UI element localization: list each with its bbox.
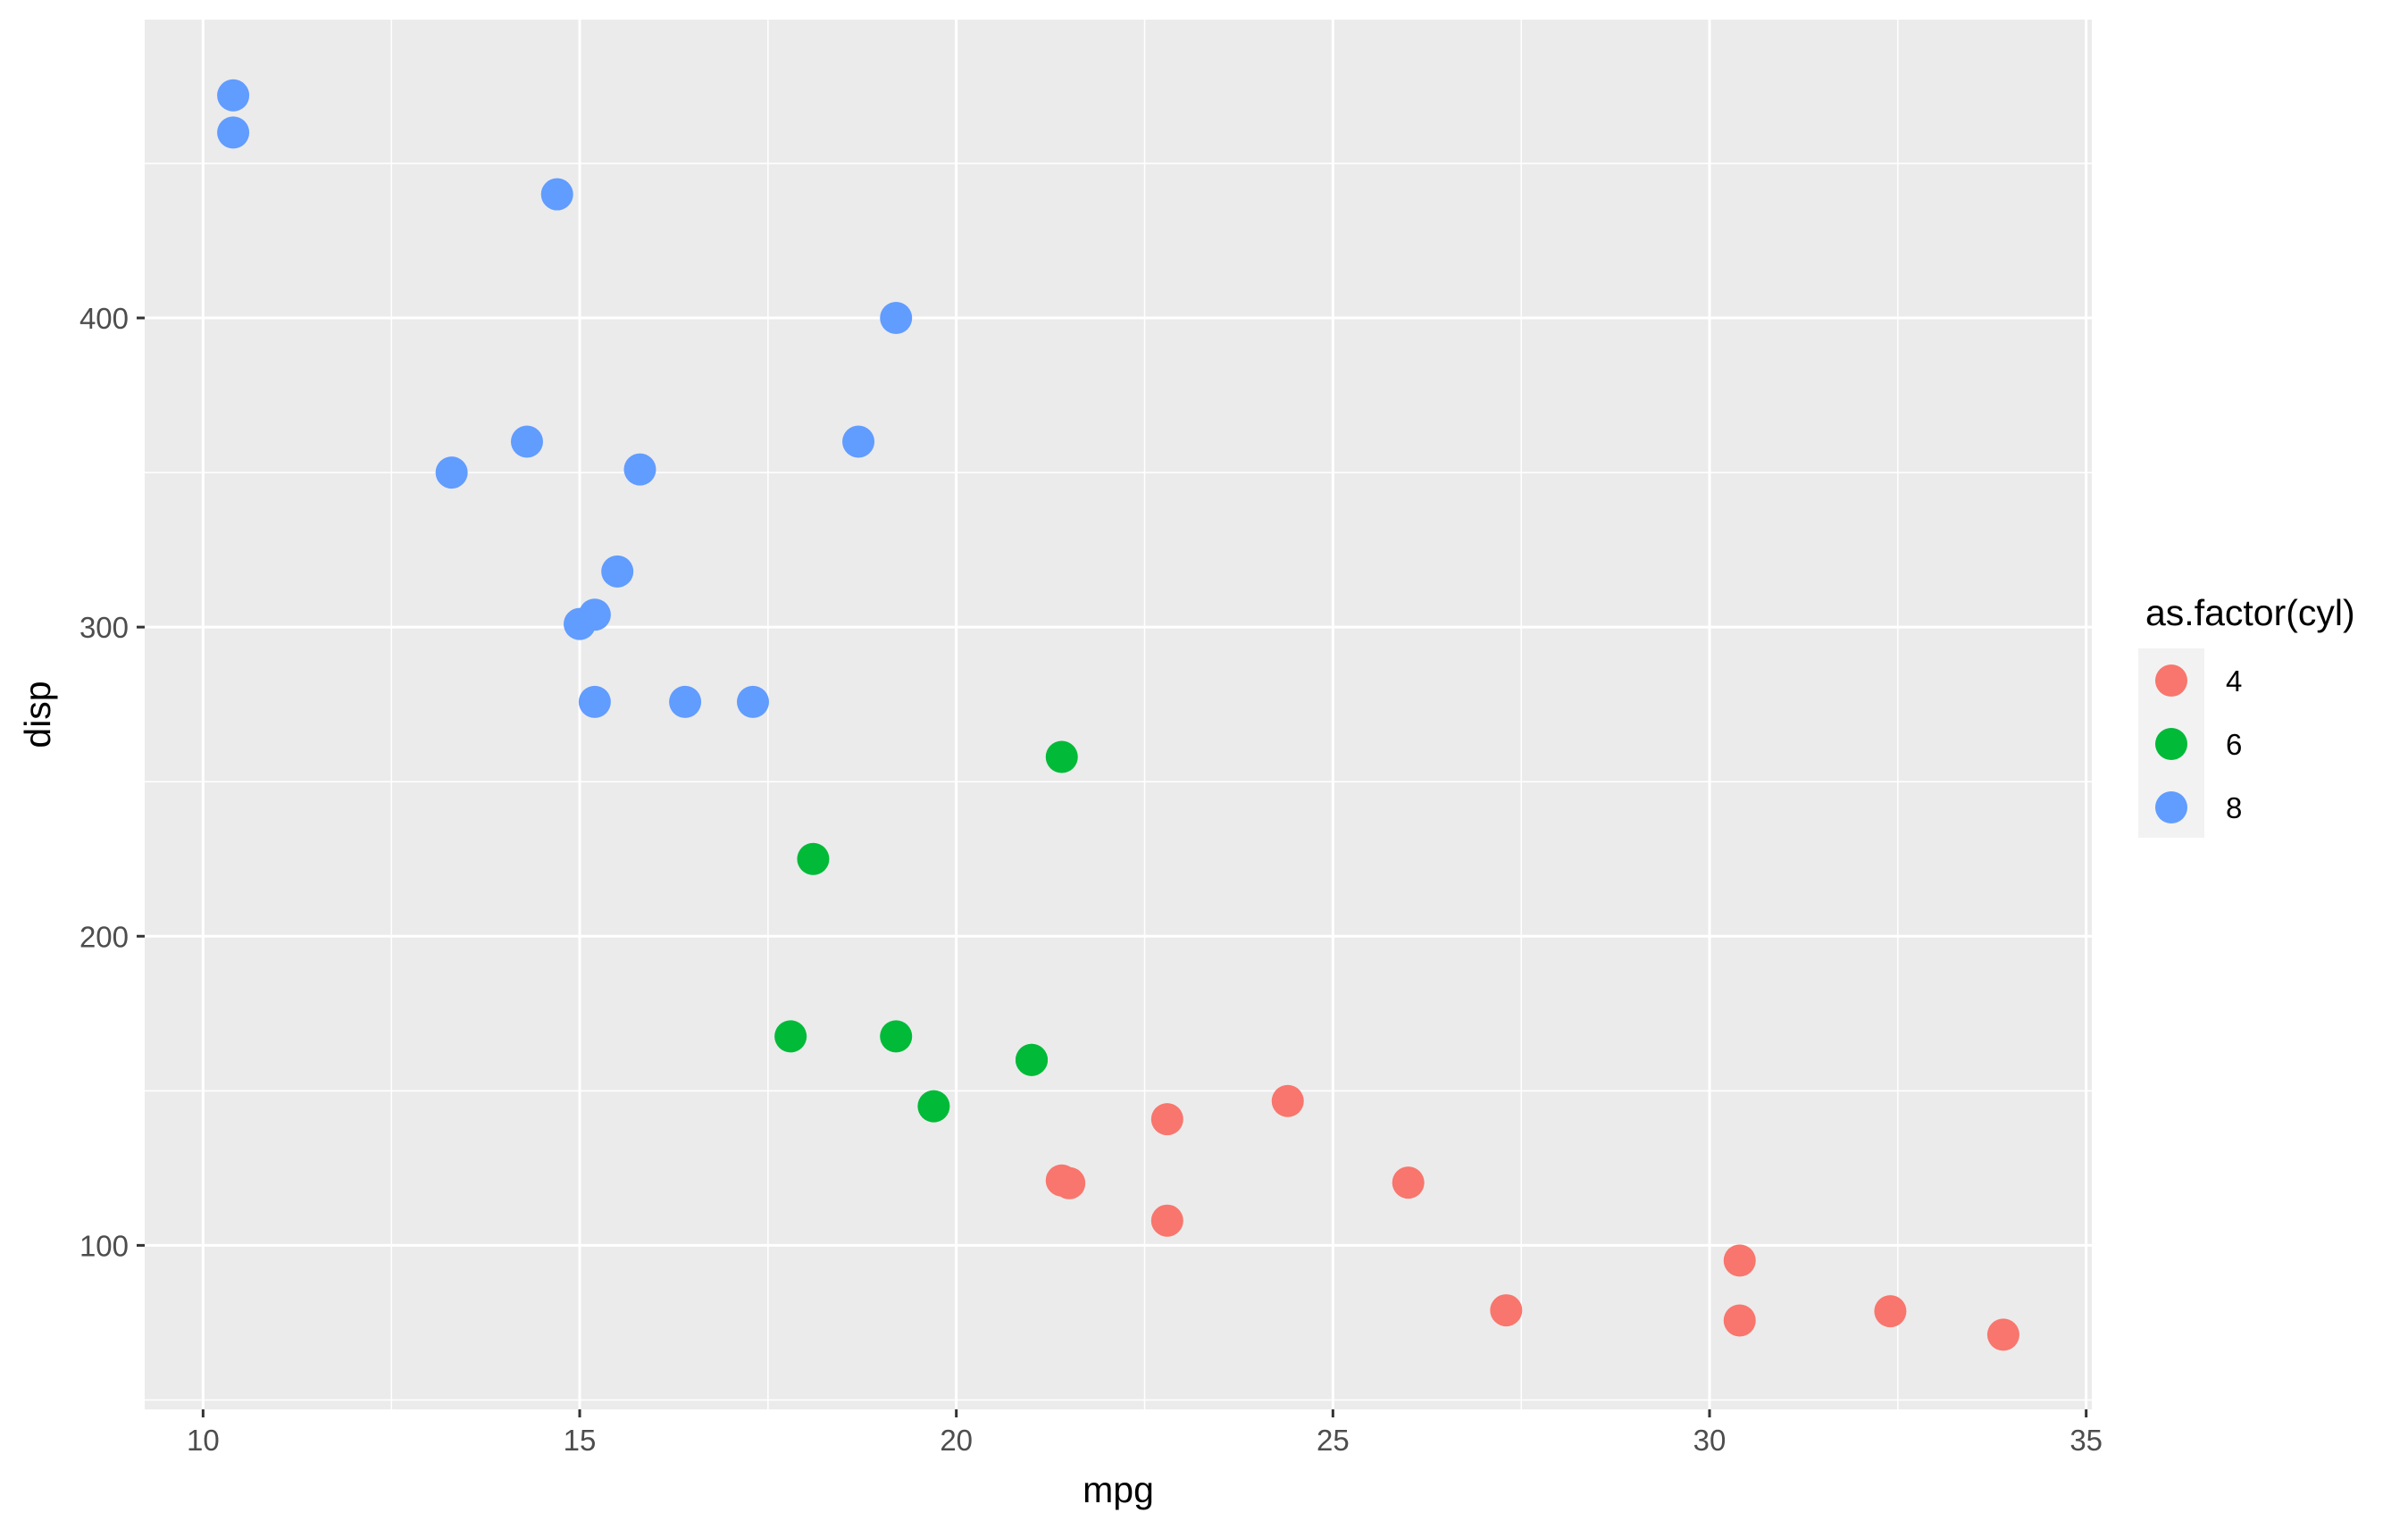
data-point (1723, 1244, 1756, 1277)
data-point (880, 302, 913, 335)
legend-key (2155, 728, 2187, 760)
y-axis-title: disp (17, 681, 58, 748)
legend-key (2155, 664, 2187, 697)
data-point (1271, 1084, 1304, 1117)
data-point (623, 453, 656, 486)
data-point (217, 116, 250, 149)
data-point (1150, 1204, 1183, 1237)
data-point (1150, 1103, 1183, 1136)
x-tick-label: 30 (1693, 1424, 1727, 1457)
data-point (669, 685, 702, 718)
legend-label: 8 (2226, 791, 2242, 824)
y-tick-label: 100 (79, 1229, 129, 1262)
x-tick-label: 25 (1317, 1424, 1350, 1457)
data-point (1016, 1043, 1049, 1076)
x-tick-label: 10 (187, 1424, 220, 1457)
data-point (917, 1090, 950, 1123)
data-point (510, 425, 543, 458)
x-axis-title: mpg (1083, 1469, 1154, 1510)
panel-background (145, 20, 2092, 1409)
data-point (1045, 740, 1078, 773)
data-point (1045, 1164, 1078, 1197)
data-points (217, 79, 2019, 1351)
legend: as.factor(cyl) 4 6 8 (2138, 592, 2355, 838)
data-point (842, 425, 875, 458)
data-point (564, 607, 597, 640)
data-point (736, 685, 769, 718)
x-axis-ticks: 10 15 20 25 30 35 (187, 1409, 2103, 1457)
x-tick-label: 15 (564, 1424, 597, 1457)
data-point (1490, 1294, 1523, 1327)
data-point (217, 79, 250, 112)
data-point (1723, 1304, 1756, 1337)
data-point (1986, 1318, 2019, 1351)
data-point (774, 1020, 807, 1053)
data-point (880, 1020, 913, 1053)
y-tick-label: 200 (79, 920, 129, 953)
minor-gridlines (145, 20, 2092, 1409)
data-point (1392, 1166, 1425, 1199)
data-point (1874, 1295, 1907, 1328)
y-tick-label: 300 (79, 611, 129, 644)
legend-label: 4 (2226, 664, 2242, 698)
legend-label: 6 (2226, 728, 2242, 761)
major-gridlines (145, 20, 2092, 1409)
data-point (601, 555, 634, 588)
legend-key (2155, 791, 2187, 823)
legend-title: as.factor(cyl) (2145, 592, 2355, 633)
data-point (435, 456, 468, 489)
y-axis-ticks: 100 200 300 400 (79, 302, 145, 1262)
y-tick-label: 400 (79, 302, 129, 335)
x-tick-label: 20 (940, 1424, 973, 1457)
data-point (797, 842, 830, 875)
data-point (540, 178, 573, 211)
x-tick-label: 35 (2069, 1424, 2103, 1457)
data-point (578, 685, 611, 718)
